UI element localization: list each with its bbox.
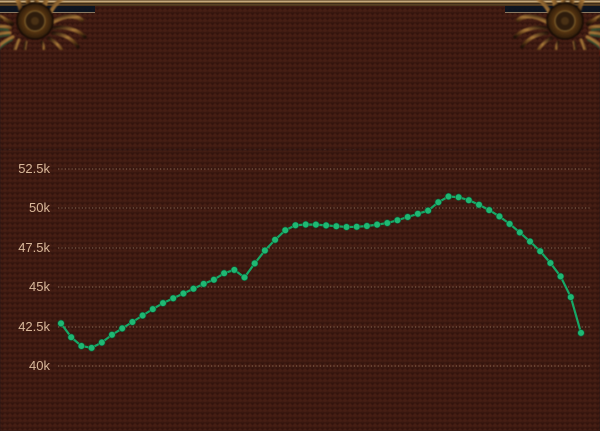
svg-text:47.5k: 47.5k bbox=[18, 240, 50, 255]
svg-text:45k: 45k bbox=[29, 279, 50, 294]
svg-text:40k: 40k bbox=[29, 358, 50, 373]
svg-text:52.5k: 52.5k bbox=[18, 161, 50, 176]
svg-text:42.5k: 42.5k bbox=[18, 319, 50, 334]
svg-text:50k: 50k bbox=[29, 200, 50, 215]
